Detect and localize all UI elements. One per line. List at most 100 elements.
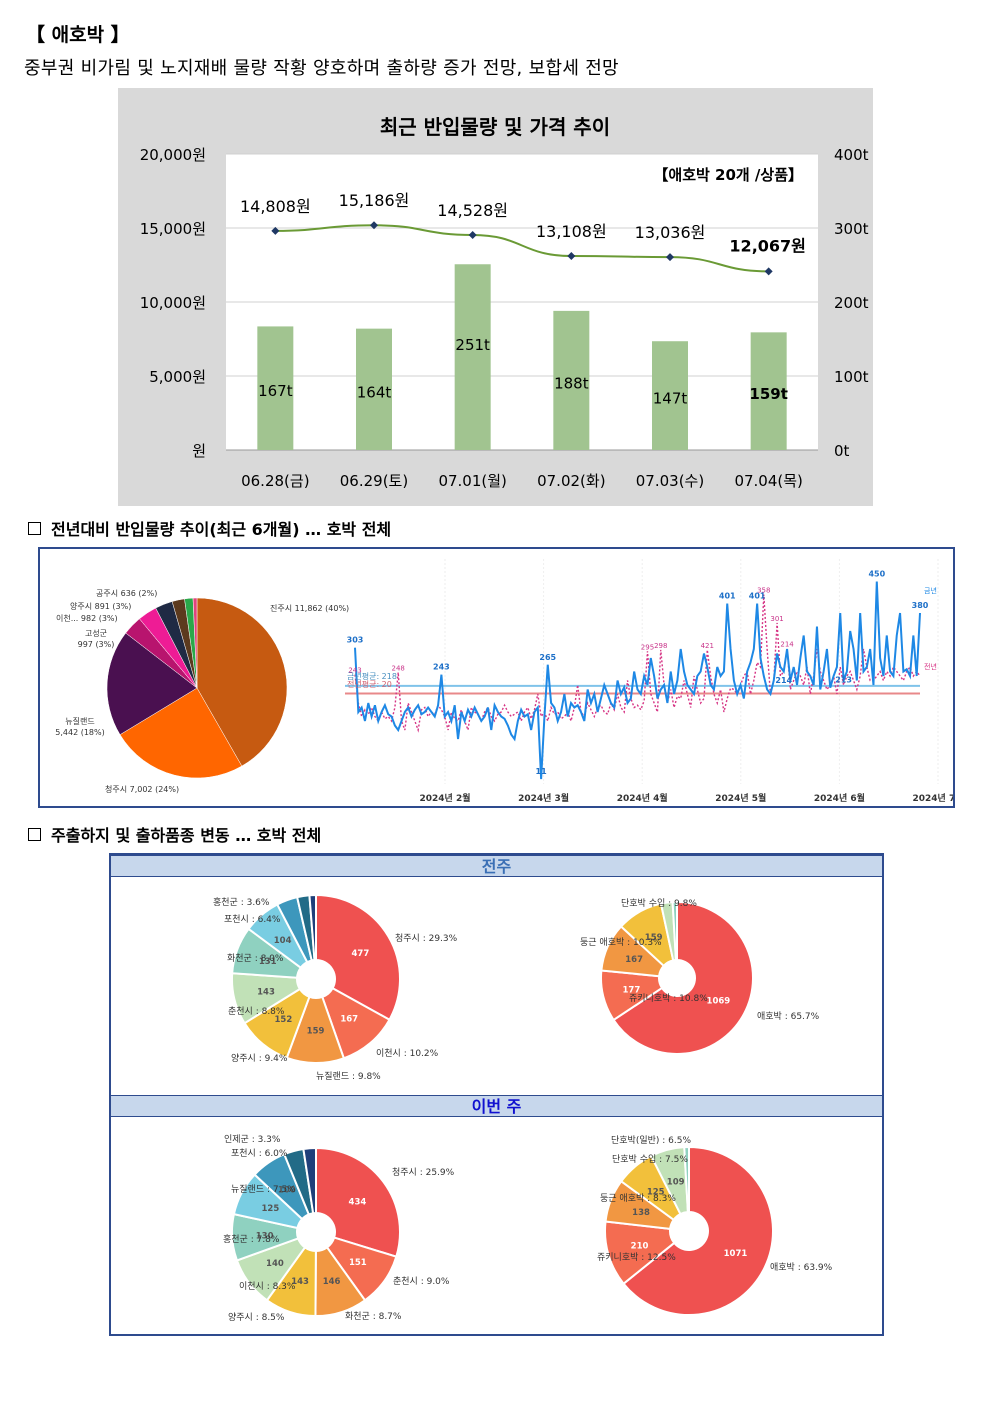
donut-value-label: 130 <box>256 1231 274 1241</box>
volume-bar <box>356 328 392 450</box>
trend-point-label: 358 <box>757 587 770 595</box>
donut-slice-label: 춘천시 : 9.0% <box>393 1276 450 1287</box>
donut-slice <box>612 900 754 1055</box>
volume-bar <box>257 326 294 450</box>
origin-pie-label: 청주시 7,002 (24%) <box>105 785 179 794</box>
donut-value-label: 138 <box>632 1208 650 1218</box>
volume-label: 251t <box>455 336 490 354</box>
price-marker <box>468 230 477 239</box>
donut-value-label: 100 <box>278 1186 296 1196</box>
donut-slice-label: 인제군 : 3.3% <box>224 1134 281 1145</box>
prev-week-header: 전주 <box>111 855 882 877</box>
price-label: 12,067원 <box>729 236 805 255</box>
donut-charts-svg: 477 167 159 152 143 131 104 청주시 : 29.3% 이천시 : 10… <box>213 893 833 1323</box>
donut-slice-label: 화천군 : 8.0% <box>227 953 284 964</box>
origin-pie-slice <box>106 632 198 736</box>
trend-point-label: 213 <box>835 676 852 685</box>
trend-point-label: 214 <box>775 676 792 685</box>
checkbox-square-icon <box>28 828 41 841</box>
donut-value-label: 125 <box>262 1204 280 1214</box>
donut-slice-label: 청주시 : 25.9% <box>392 1167 455 1178</box>
left-tick-label: 15,000원 <box>140 220 206 238</box>
origin-pie-slice <box>119 687 243 779</box>
origin-pie-label: 뉴질랜드 5,442 (18%) <box>55 716 104 737</box>
price-volume-svg: 최근 반입물량 및 가격 추이 【애호박 20개 /상품】 원 5,000원 10,00… <box>140 115 869 490</box>
donut-value-label: 477 <box>351 949 369 959</box>
price-marker <box>370 221 378 230</box>
price-label: 14,528원 <box>437 201 508 220</box>
price-volume-chart: 최근 반입물량 및 가격 추이 【애호박 20개 /상품】 원 5,000원 10,00… <box>118 88 873 506</box>
volume-bar <box>454 264 491 450</box>
price-label: 13,108원 <box>536 222 607 241</box>
donut-slice-label: 춘천시 : 8.8% <box>228 1006 285 1017</box>
trend-point-label: 303 <box>347 636 364 645</box>
right-tick-label: 0t <box>834 442 850 460</box>
right-tick-label: 100t <box>834 368 869 386</box>
section-origin-variety: 주출하지 및 출하품종 변동 … 호박 전체 <box>28 822 321 846</box>
donut-slice <box>622 1145 774 1316</box>
origin-pie-label: 이천... 982 (3%) <box>56 613 118 623</box>
price-label: 15,186원 <box>339 191 410 210</box>
donut-value-label: 104 <box>274 936 292 946</box>
section-origin-variety-title: 주출하지 및 출하품종 변동 … 호박 전체 <box>51 826 322 845</box>
donut-slice-label: 단호박 수입 : 7.5% <box>612 1153 688 1165</box>
volume-bar <box>553 310 590 450</box>
donut-value-label: 125 <box>647 1188 665 1198</box>
donut-slice-label: 포천시 : 6.0% <box>231 1148 288 1159</box>
origin-variety-panel: 전주 이번 주 477 167 159 152 143 131 104 청주시 : 29.3%… <box>109 853 884 1336</box>
donut-slice-label: 청주시 : 29.3% <box>395 933 458 944</box>
donut-slice-label: 이천시 : 8.3% <box>239 1281 296 1292</box>
donut-slice <box>683 1145 690 1214</box>
donut-value-label: 167 <box>625 955 643 965</box>
left-tick-label: 5,000원 <box>149 368 206 386</box>
x-tick-label: 2024년 2월 <box>419 792 470 804</box>
yoy-volume-svg: 진주시 11,862 (40%) 청주시 7,002 (24%) 뉴질랜드 5,442… <box>55 559 964 804</box>
trend-point-label: 243 <box>348 667 361 675</box>
volume-bar <box>750 332 787 450</box>
page-description: 중부권 비가림 및 노지재배 물량 작황 양호하며 출하량 증가 전망, 보합세… <box>24 58 619 79</box>
origin-pie-label: 공주시 636 (2%) <box>96 589 157 598</box>
price-marker <box>666 253 674 262</box>
volume-label: 164t <box>357 383 392 401</box>
donut-slice-label: 애호박 : 63.9% <box>770 1262 833 1273</box>
donut-slice <box>315 1146 401 1258</box>
donut-slice-label: 둥근 애호박 : 8.3% <box>600 1193 676 1204</box>
section-yoy-volume: 전년대비 반입물량 추이(최근 6개월) … 호박 전체 <box>28 516 391 540</box>
donut-value-label: 109 <box>667 1177 685 1187</box>
price-marker <box>567 252 576 261</box>
category-label: 06.29(토) <box>340 472 408 490</box>
category-label: 07.03(수) <box>636 472 704 490</box>
trend-point-label: 248 <box>392 664 405 672</box>
origin-pie-label: 진주시 11,862 (40%) <box>270 603 349 613</box>
trend-point-label: 265 <box>539 653 556 662</box>
donut-value-label: 143 <box>257 987 275 997</box>
left-tick-label: 원 <box>192 442 206 460</box>
donut-slice <box>302 1146 317 1215</box>
donut-value-label: 177 <box>622 985 640 995</box>
trend-point-label: 11 <box>536 767 548 776</box>
origin-pie-label: 양주시 891 (3%) <box>70 602 131 611</box>
this-year-average-label: 금년평균: 218 <box>347 671 397 681</box>
donut-slice-label: 양주시 : 9.4% <box>231 1053 288 1064</box>
volume-label: 159t <box>749 385 787 403</box>
origin-pie-slice <box>196 597 288 767</box>
donut-value-label: 159 <box>307 1026 325 1036</box>
trend-point-label: 401 <box>749 592 766 601</box>
donut-value-label: 1069 <box>707 996 731 1006</box>
donut-slice-label: 뉴질랜드 : 7.5% <box>231 1183 296 1195</box>
left-tick-label: 20,000원 <box>140 146 206 164</box>
yoy-volume-panel: 진주시 11,862 (40%) 청주시 7,002 (24%) 뉴질랜드 5,442… <box>38 547 964 808</box>
price-line <box>275 224 769 273</box>
donut-value-label: 159 <box>645 933 663 943</box>
volume-bar <box>652 341 688 450</box>
price-label: 13,036원 <box>635 223 706 242</box>
donut-value-label: 131 <box>259 957 277 967</box>
right-tick-label: 300t <box>834 220 869 238</box>
x-tick-label: 2024년 3월 <box>518 792 569 804</box>
category-label: 07.04(목) <box>734 472 802 490</box>
x-tick-label: 2024년 4월 <box>617 792 668 804</box>
donut-slice <box>671 900 678 962</box>
category-label: 07.01(월) <box>438 472 506 490</box>
donut-slice-label: 단호박 수입 : 9.8% <box>621 897 697 909</box>
x-tick-label: 2024년 7월 <box>912 792 953 804</box>
